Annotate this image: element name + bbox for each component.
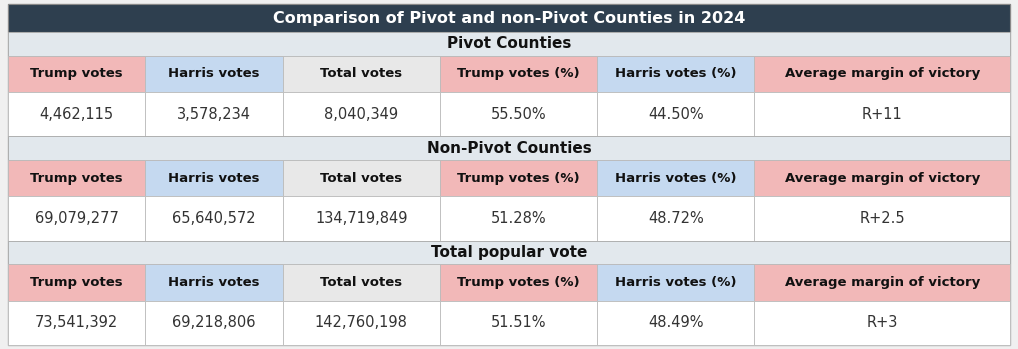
Bar <box>8 56 146 92</box>
Bar <box>283 92 440 136</box>
Bar <box>440 92 598 136</box>
Bar <box>283 264 440 300</box>
Bar <box>8 32 1010 56</box>
Text: Trump votes (%): Trump votes (%) <box>457 276 580 289</box>
Text: 51.28%: 51.28% <box>491 211 547 226</box>
Bar <box>598 196 754 240</box>
Bar <box>598 264 754 300</box>
Bar <box>146 92 283 136</box>
Bar <box>8 240 1010 264</box>
Bar <box>754 92 1010 136</box>
Bar <box>146 160 283 196</box>
Text: Non-Pivot Counties: Non-Pivot Counties <box>427 141 591 156</box>
Text: R+2.5: R+2.5 <box>859 211 905 226</box>
Bar <box>146 56 283 92</box>
Bar <box>440 264 598 300</box>
Bar <box>283 56 440 92</box>
Text: Total votes: Total votes <box>321 172 402 185</box>
Text: Trump votes: Trump votes <box>31 172 123 185</box>
Text: 51.51%: 51.51% <box>491 315 547 330</box>
Text: Harris votes: Harris votes <box>168 276 260 289</box>
Bar <box>440 196 598 240</box>
Text: 134,719,849: 134,719,849 <box>315 211 407 226</box>
Bar <box>283 160 440 196</box>
Bar <box>598 92 754 136</box>
Bar <box>8 92 146 136</box>
Bar <box>440 160 598 196</box>
Text: Average margin of victory: Average margin of victory <box>785 67 979 80</box>
Text: Average margin of victory: Average margin of victory <box>785 172 979 185</box>
Text: 142,760,198: 142,760,198 <box>315 315 407 330</box>
Text: 65,640,572: 65,640,572 <box>172 211 256 226</box>
Text: 3,578,234: 3,578,234 <box>177 107 251 122</box>
Text: Harris votes (%): Harris votes (%) <box>615 276 737 289</box>
Text: Total popular vote: Total popular vote <box>431 245 587 260</box>
Text: Average margin of victory: Average margin of victory <box>785 276 979 289</box>
Bar <box>146 264 283 300</box>
Text: Pivot Counties: Pivot Counties <box>447 36 571 51</box>
Text: Harris votes (%): Harris votes (%) <box>615 172 737 185</box>
Text: Harris votes: Harris votes <box>168 172 260 185</box>
Bar <box>754 56 1010 92</box>
Bar <box>8 300 146 345</box>
Text: 69,079,277: 69,079,277 <box>35 211 119 226</box>
Text: 4,462,115: 4,462,115 <box>40 107 114 122</box>
Text: Comparison of Pivot and non-Pivot Counties in 2024: Comparison of Pivot and non-Pivot Counti… <box>273 10 745 25</box>
Bar <box>440 56 598 92</box>
Bar <box>598 56 754 92</box>
Text: 55.50%: 55.50% <box>491 107 547 122</box>
Text: R+3: R+3 <box>866 315 898 330</box>
Text: Trump votes: Trump votes <box>31 67 123 80</box>
Bar <box>8 160 146 196</box>
Bar <box>8 264 146 300</box>
Text: Trump votes (%): Trump votes (%) <box>457 67 580 80</box>
Bar <box>8 4 1010 32</box>
Text: Harris votes: Harris votes <box>168 67 260 80</box>
Bar <box>8 136 1010 160</box>
Text: 44.50%: 44.50% <box>648 107 703 122</box>
Bar <box>598 300 754 345</box>
Bar <box>283 196 440 240</box>
Text: Total votes: Total votes <box>321 276 402 289</box>
Bar <box>754 196 1010 240</box>
Text: Harris votes (%): Harris votes (%) <box>615 67 737 80</box>
Text: 48.49%: 48.49% <box>648 315 703 330</box>
Text: 8,040,349: 8,040,349 <box>324 107 398 122</box>
Bar <box>146 300 283 345</box>
Bar <box>754 300 1010 345</box>
Bar <box>440 300 598 345</box>
Text: R+11: R+11 <box>862 107 903 122</box>
Bar <box>146 196 283 240</box>
Bar <box>598 160 754 196</box>
Text: 69,218,806: 69,218,806 <box>172 315 256 330</box>
Text: Total votes: Total votes <box>321 67 402 80</box>
Bar <box>283 300 440 345</box>
Text: 73,541,392: 73,541,392 <box>36 315 118 330</box>
Bar <box>8 196 146 240</box>
Bar <box>754 160 1010 196</box>
Text: Trump votes (%): Trump votes (%) <box>457 172 580 185</box>
Text: 48.72%: 48.72% <box>647 211 703 226</box>
Bar <box>754 264 1010 300</box>
Text: Trump votes: Trump votes <box>31 276 123 289</box>
